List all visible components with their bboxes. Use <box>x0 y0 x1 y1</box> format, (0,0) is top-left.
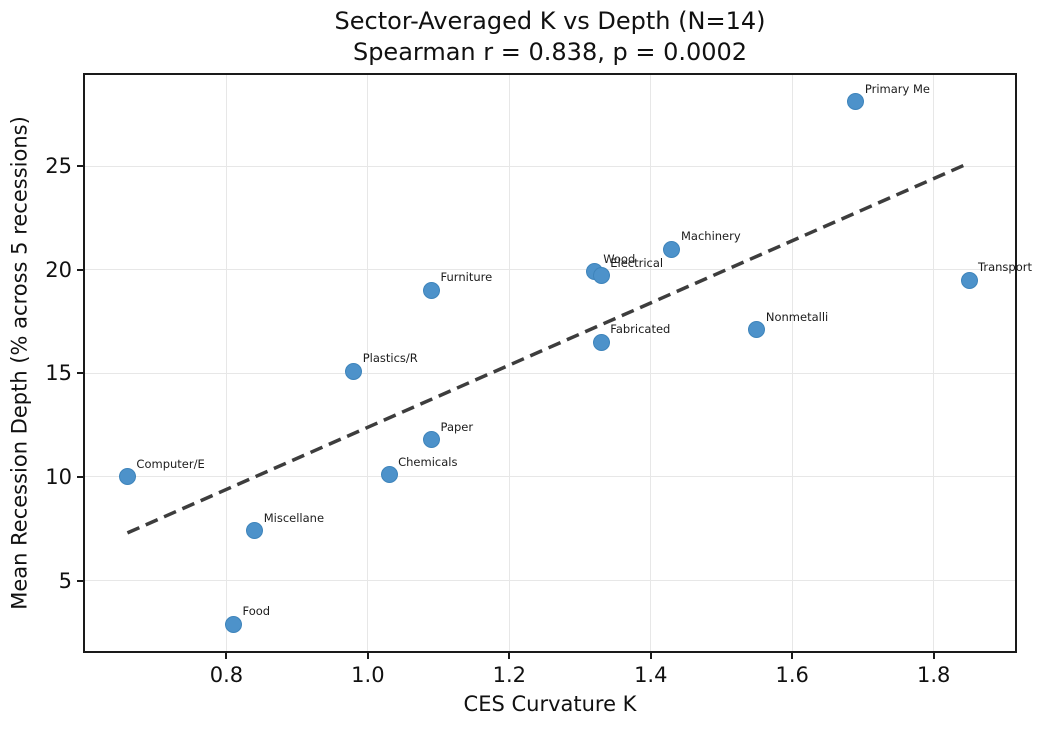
point-label-electrical: Electrical <box>610 255 664 270</box>
chart-subtitle-spearman: Spearman r = 0.838, p = 0.0002 <box>352 38 748 66</box>
point-label-machinery: Machinery <box>680 229 741 244</box>
point-label-wood: Wood <box>603 251 636 266</box>
point-label-furniture: Furniture <box>440 270 493 285</box>
gridline-y-10 <box>85 476 1015 478</box>
x-tick-1.2 <box>508 653 511 659</box>
gridline-y-15 <box>85 372 1015 374</box>
gridline-x-1.0 <box>367 75 369 651</box>
y-tick-label-5: 5 <box>58 568 72 593</box>
y-tick-10 <box>77 475 83 478</box>
point-label-miscellane: Miscellane <box>263 510 325 525</box>
x-tick-label-1.6: 1.6 <box>775 663 809 687</box>
point-label-chemicals: Chemicals <box>398 454 458 469</box>
scatter-point-furniture <box>423 281 441 299</box>
scatter-point-food <box>225 615 243 633</box>
point-label-transport: Transport <box>978 260 1032 275</box>
chart-title: Sector-Averaged K vs Depth (N=14) Spearm… <box>85 6 1015 68</box>
y-tick-label-15: 15 <box>45 361 72 386</box>
x-tick-label-1.8: 1.8 <box>916 663 951 687</box>
scatter-point-electrical <box>592 267 610 285</box>
gridline-x-1.2 <box>508 75 510 651</box>
x-axis-label: CES Curvature K <box>463 692 637 716</box>
gridline-y-5 <box>85 580 1015 582</box>
point-label-nonmetalli: Nonmetalli <box>765 309 829 324</box>
y-tick-15 <box>77 372 83 375</box>
gridline-y-25 <box>85 165 1015 167</box>
gridline-x-1.6 <box>791 75 793 651</box>
point-label-primary-me: Primary Me <box>864 81 930 96</box>
x-tick-1.8 <box>932 653 935 659</box>
gridline-x-1.4 <box>650 75 652 651</box>
trend-line-layer <box>126 161 970 535</box>
scatter-point-computer-e <box>118 468 136 486</box>
scatter-point-paper <box>423 431 441 449</box>
point-label-plastics-r: Plastics/R <box>362 351 418 366</box>
y-tick-label-10: 10 <box>45 464 72 489</box>
gridline-y-20 <box>85 269 1015 271</box>
gridline-x-0.8 <box>225 75 227 651</box>
x-tick-label-0.8: 0.8 <box>209 663 244 687</box>
point-label-food: Food <box>242 604 271 619</box>
x-tick-label-1.4: 1.4 <box>634 663 668 687</box>
x-tick-1.4 <box>649 653 652 659</box>
scatter-point-primary-me <box>847 93 865 111</box>
point-label-fabricated: Fabricated <box>610 322 671 337</box>
x-tick-label-1.2: 1.2 <box>492 663 527 687</box>
point-label-paper: Paper <box>440 419 474 434</box>
x-tick-label-1.0: 1.0 <box>351 663 385 687</box>
scatter-point-plastics-r <box>345 362 363 380</box>
y-tick-label-20: 20 <box>45 257 72 282</box>
trend-line <box>126 161 970 535</box>
scatter-point-machinery <box>663 240 681 258</box>
scatter-point-nonmetalli <box>748 321 766 339</box>
scatter-point-fabricated <box>592 333 610 351</box>
x-tick-1.6 <box>791 653 794 659</box>
scatter-point-miscellane <box>246 522 264 540</box>
gridline-x-1.8 <box>933 75 935 651</box>
y-tick-label-25: 25 <box>45 154 72 179</box>
chart-title-line1: Sector-Averaged K vs Depth (N=14) <box>334 7 766 35</box>
scatter-point-chemicals <box>380 466 398 484</box>
y-tick-5 <box>77 579 83 582</box>
y-tick-25 <box>77 165 83 168</box>
y-tick-20 <box>77 268 83 271</box>
plot-area: Computer/E Food Miscellane Plastics/R Chemic… <box>83 73 1032 653</box>
point-label-computer-e: Computer/E <box>136 456 205 471</box>
x-tick-1.0 <box>366 653 369 659</box>
x-tick-0.8 <box>225 653 228 659</box>
scatter-point-transport <box>960 271 978 289</box>
